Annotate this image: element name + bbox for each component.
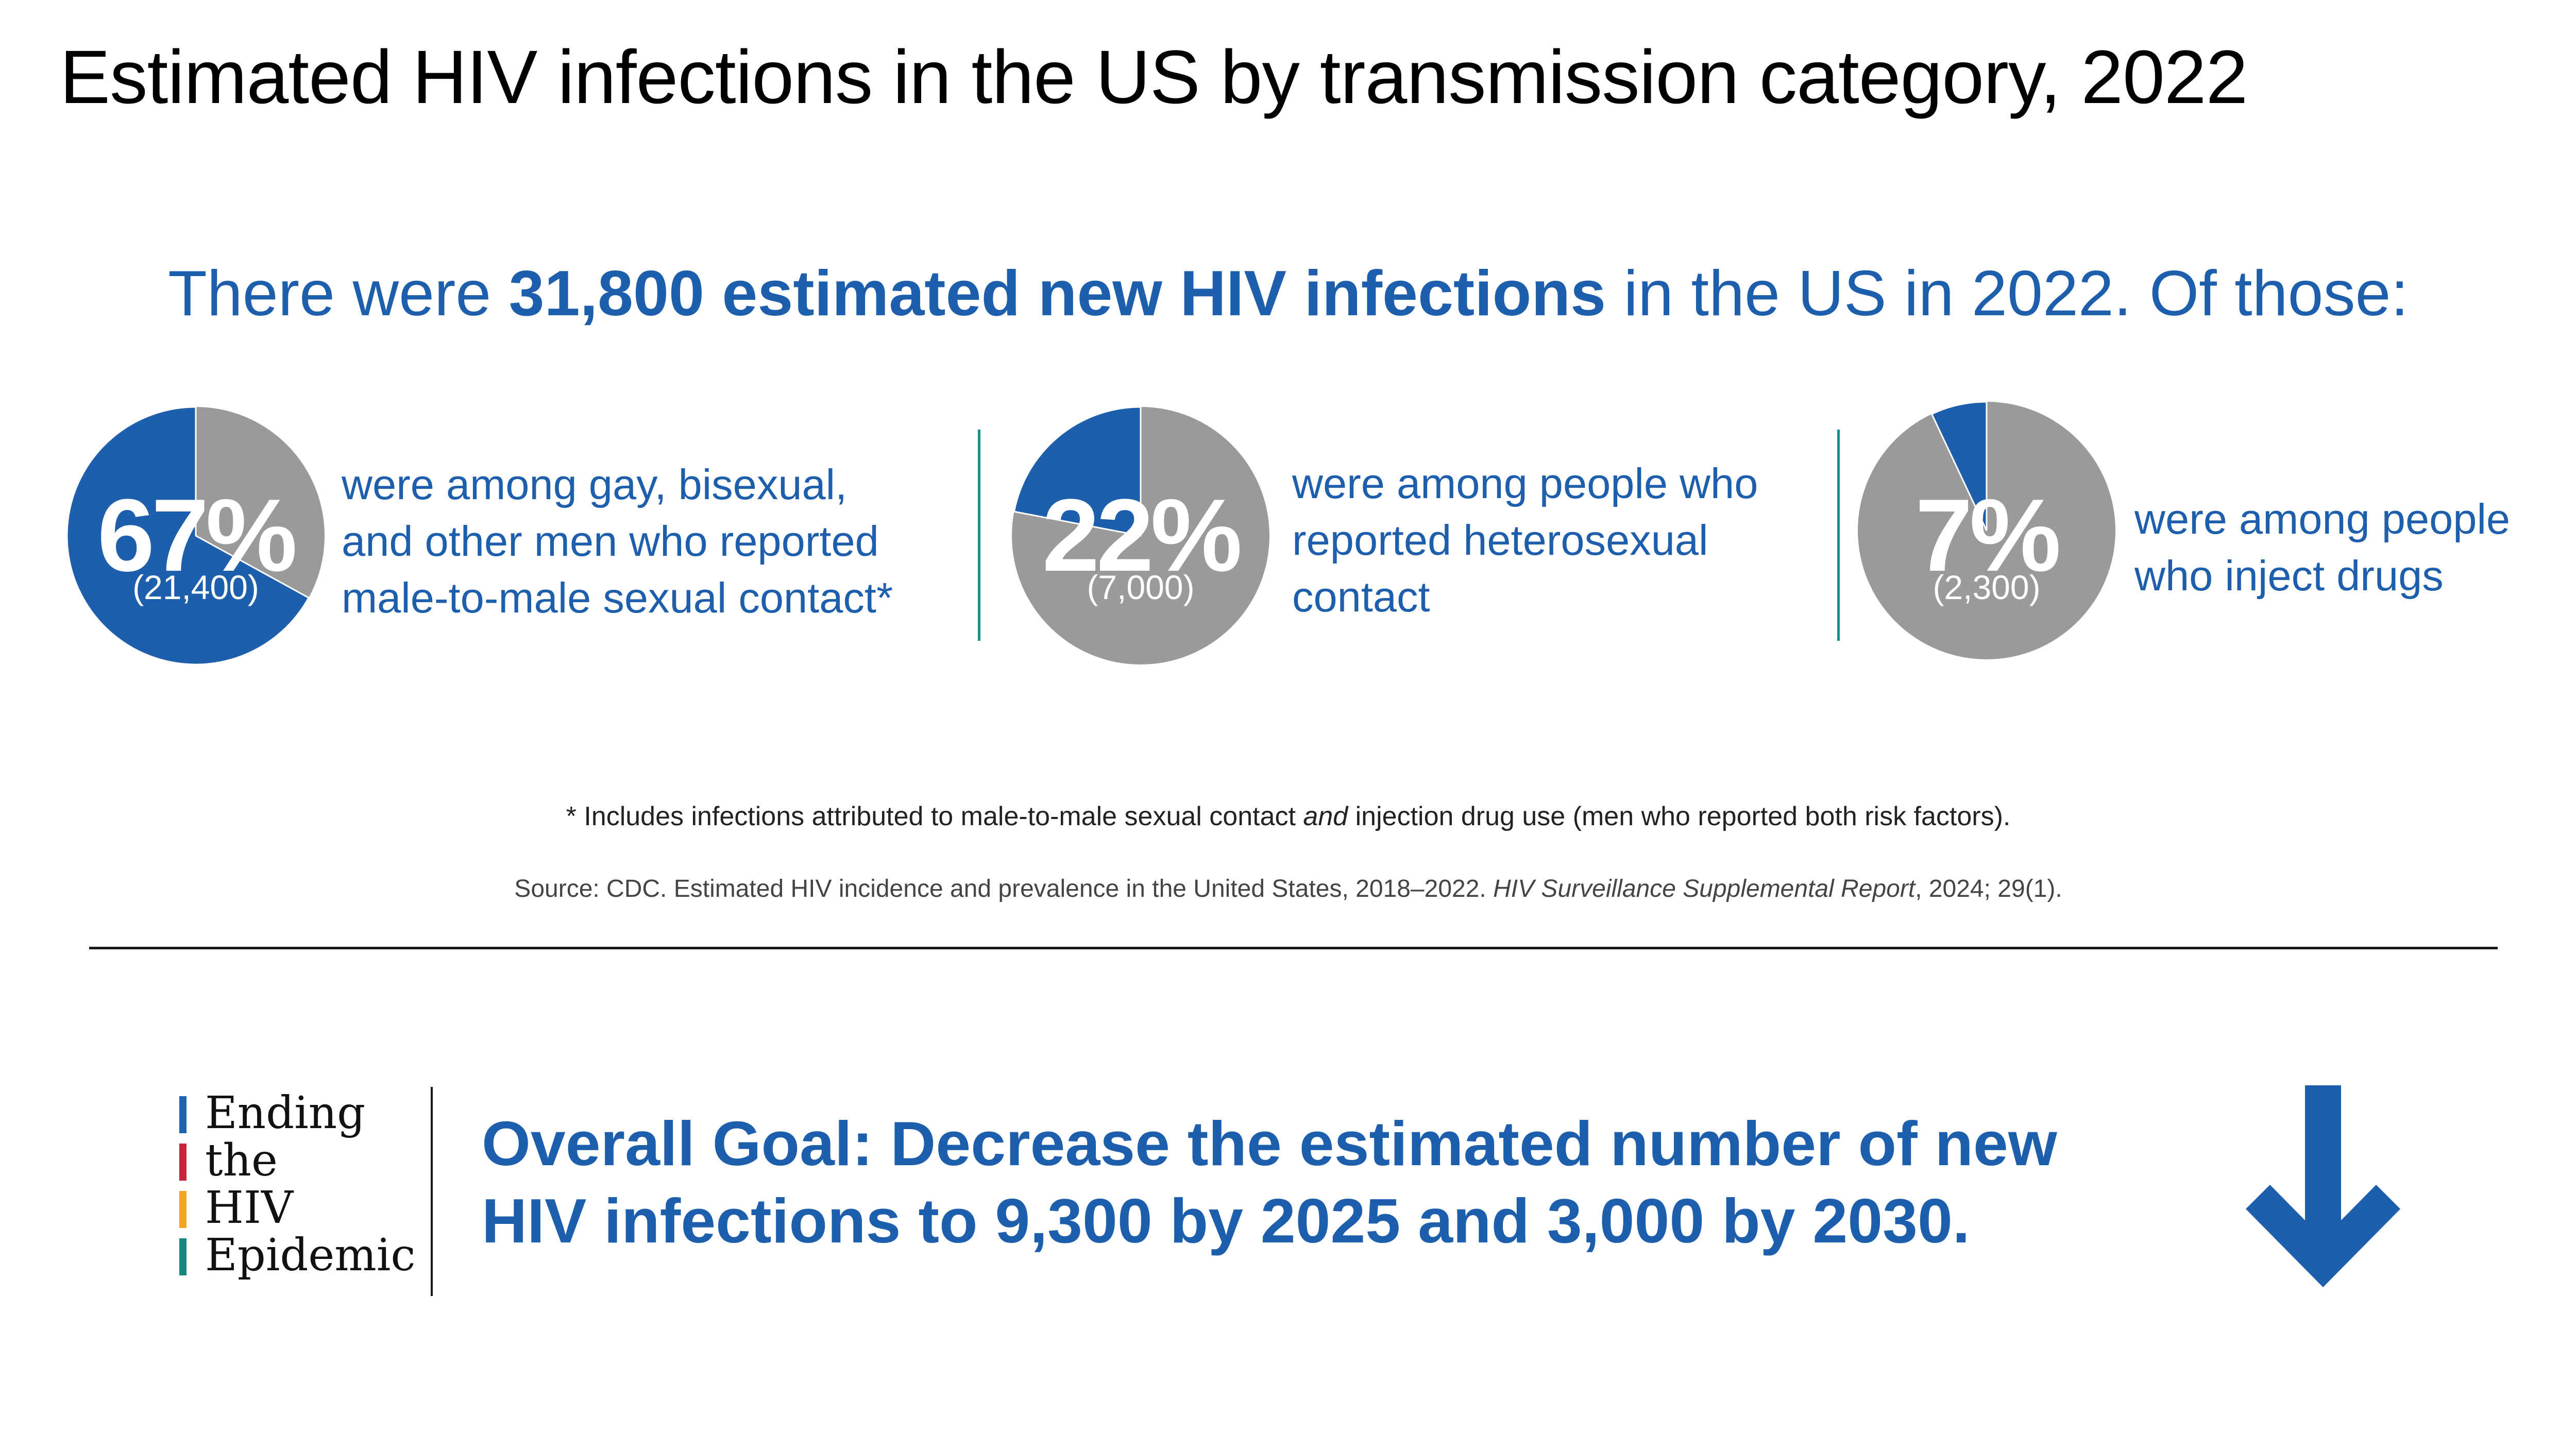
footnote-lead: * Includes infections attributed to male… bbox=[566, 802, 1303, 831]
source-lead: Source: CDC. Estimated HIV incidence and… bbox=[514, 875, 1494, 902]
footnote: * Includes infections attributed to male… bbox=[0, 798, 2576, 834]
pie-slice-category bbox=[66, 406, 310, 666]
pie-percent-msm: 67% bbox=[97, 478, 297, 593]
pie-count-injection-drug-use: (2,300) bbox=[1933, 568, 2041, 606]
logo-divider bbox=[431, 1087, 433, 1296]
logo-word: HIV bbox=[205, 1182, 294, 1234]
source-report-title: HIV Surveillance Supplemental Report bbox=[1493, 875, 1916, 902]
page-title: Estimated HIV infections in the US by tr… bbox=[60, 35, 2248, 120]
pie-percent-injection-drug-use: 7% bbox=[1915, 478, 2061, 593]
description-line: were among people who bbox=[1292, 459, 1758, 507]
description-line: reported heterosexual bbox=[1292, 516, 1708, 564]
goal-line-2: HIV infections to 9,300 by 2025 and 3,00… bbox=[482, 1186, 1970, 1256]
goal-line-1-rest: Decrease the estimated number of new bbox=[873, 1109, 2057, 1179]
arrow-down-icon bbox=[2246, 1085, 2400, 1287]
logo-bar-yellow bbox=[179, 1191, 187, 1228]
pie-chart-msm bbox=[66, 406, 325, 666]
description-line: were among people bbox=[2134, 495, 2511, 543]
description-line: male-to-male sexual contact* bbox=[342, 574, 893, 622]
pie-chart-heterosexual bbox=[1012, 406, 1269, 664]
footnote-tail: injection drug use (men who reported bot… bbox=[1348, 802, 2011, 831]
description-line: and other men who reported bbox=[342, 517, 879, 565]
pie-description-heterosexual: were among people who reported heterosex… bbox=[1292, 455, 1758, 625]
logo-bar-red bbox=[179, 1144, 187, 1181]
logo-word: Epidemic bbox=[205, 1230, 416, 1281]
horizontal-rule bbox=[89, 947, 2498, 949]
pie-description-injection-drug-use: were among people who inject drugs bbox=[2134, 491, 2510, 604]
goal-line-1: Overall Goal: Decrease the estimated num… bbox=[482, 1105, 2233, 1182]
section-divider bbox=[1837, 430, 1840, 641]
headline-total: 31,800 estimated new HIV infections bbox=[509, 258, 1606, 329]
logo-word: the bbox=[205, 1135, 278, 1186]
description-line: who inject drugs bbox=[2134, 552, 2444, 600]
goal-lead: Overall Goal: bbox=[482, 1109, 873, 1179]
headline-tail: in the US in 2022. Of those: bbox=[1606, 258, 2409, 329]
pie-count-msm: (21,400) bbox=[132, 568, 259, 606]
description-line: contact bbox=[1292, 573, 1430, 621]
logo-bar-blue bbox=[179, 1096, 187, 1133]
pie-slice-category bbox=[1930, 401, 1988, 531]
pie-description-msm: were among gay, bisexual, and other men … bbox=[342, 456, 893, 626]
source-tail: , 2024; 29(1). bbox=[1915, 875, 2062, 902]
logo-bar-teal bbox=[179, 1238, 187, 1275]
pie-percent-heterosexual: 22% bbox=[1042, 478, 1242, 593]
pie-count-heterosexual: (7,000) bbox=[1087, 568, 1195, 606]
logo-word: Ending bbox=[205, 1087, 366, 1139]
arrow-shape bbox=[2246, 1085, 2400, 1287]
source-citation: Source: CDC. Estimated HIV incidence and… bbox=[0, 872, 2576, 906]
headline: There were 31,800 estimated new HIV infe… bbox=[0, 252, 2576, 335]
headline-lead: There were bbox=[168, 258, 509, 329]
pie-slice-category bbox=[1013, 406, 1142, 537]
overall-goal: Overall Goal: Decrease the estimated num… bbox=[482, 1105, 2233, 1259]
footnote-emphasis: and bbox=[1303, 802, 1348, 831]
section-divider bbox=[978, 430, 980, 641]
description-line: were among gay, bisexual, bbox=[342, 461, 848, 508]
pie-chart-injection-drug-use bbox=[1858, 401, 2115, 659]
